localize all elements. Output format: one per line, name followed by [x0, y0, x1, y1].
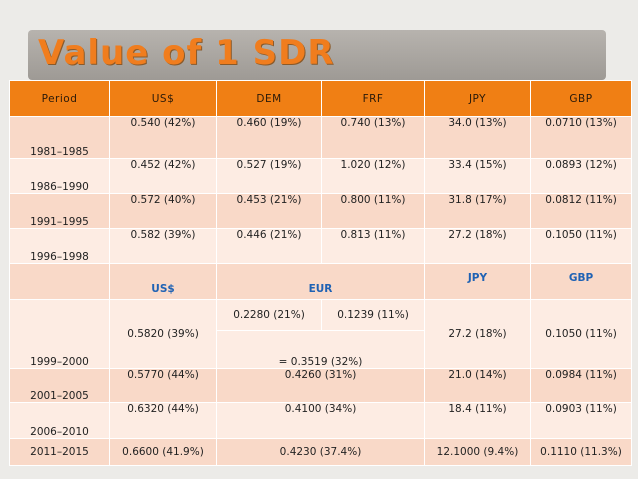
gbp-cell: 0.0812 (11%): [530, 193, 632, 229]
frf-cell: 0.813 (11%): [321, 228, 425, 264]
period-cell: 1991–1995: [9, 193, 110, 229]
usd-cell: 0.572 (40%): [109, 193, 217, 229]
frf-cell: 1.020 (12%): [321, 158, 425, 194]
dem-cell: 0.460 (19%): [216, 116, 322, 159]
eur-cell: 0.4230 (37.4%): [216, 438, 425, 466]
header-frf: FRF: [321, 80, 425, 117]
period-cell: 2001–2005: [9, 368, 110, 403]
subheader-gbp: GBP: [530, 263, 632, 300]
table-row: 1996–1998 0.582 (39%) 0.446 (21%) 0.813 …: [9, 228, 632, 264]
jpy-cell: 27.2 (18%): [424, 299, 531, 369]
table-row: 2006–2010 0.6320 (44%) 0.4100 (34%) 18.4…: [9, 402, 632, 439]
header-period: Period: [9, 80, 110, 117]
period-cell: 1999–2000: [9, 299, 110, 369]
eur-dem-cell: 0.2280 (21%): [216, 299, 322, 331]
subheader-eur: EUR: [216, 263, 425, 300]
usd-cell: 0.5820 (39%): [109, 299, 217, 369]
sdr-table: Period US$ DEM FRF JPY GBP 1981–1985 0.5…: [9, 80, 632, 466]
jpy-cell: 18.4 (11%): [424, 402, 531, 439]
period-cell: 2011–2015: [9, 438, 110, 466]
jpy-cell: 31.8 (17%): [424, 193, 531, 229]
period-cell: 1981–1985: [9, 116, 110, 159]
period-cell: 2006–2010: [9, 402, 110, 439]
table-header-row: Period US$ DEM FRF JPY GBP: [9, 80, 632, 117]
gbp-cell: 0.0710 (13%): [530, 116, 632, 159]
header-dem: DEM: [216, 80, 322, 117]
eur-total-cell: = 0.3519 (32%): [216, 330, 425, 369]
frf-cell: 0.800 (11%): [321, 193, 425, 229]
usd-cell: 0.540 (42%): [109, 116, 217, 159]
subheader-row: US$ EUR JPY GBP: [9, 263, 632, 300]
table-row: 1986–1990 0.452 (42%) 0.527 (19%) 1.020 …: [9, 158, 632, 194]
eur-frf-cell: 0.1239 (11%): [321, 299, 425, 331]
subheader-usd: US$: [109, 263, 217, 300]
dem-cell: 0.453 (21%): [216, 193, 322, 229]
jpy-cell: 12.1000 (9.4%): [424, 438, 531, 466]
table-row: 1999–2000 0.5820 (39%) 0.2280 (21%) 0.12…: [9, 299, 632, 369]
dem-cell: 0.527 (19%): [216, 158, 322, 194]
jpy-cell: 21.0 (14%): [424, 368, 531, 403]
period-cell: 1986–1990: [9, 158, 110, 194]
gbp-cell: 0.0984 (11%): [530, 368, 632, 403]
dem-cell: 0.446 (21%): [216, 228, 322, 264]
table-row: 2011–2015 0.6600 (41.9%) 0.4230 (37.4%) …: [9, 438, 632, 466]
jpy-cell: 34.0 (13%): [424, 116, 531, 159]
header-usd: US$: [109, 80, 217, 117]
usd-cell: 0.6600 (41.9%): [109, 438, 217, 466]
gbp-cell: 0.0903 (11%): [530, 402, 632, 439]
frf-cell: 0.740 (13%): [321, 116, 425, 159]
usd-cell: 0.5770 (44%): [109, 368, 217, 403]
period-cell: 1996–1998: [9, 228, 110, 264]
gbp-cell: 0.1110 (11.3%): [530, 438, 632, 466]
subheader-jpy: JPY: [424, 263, 531, 300]
table-row: 1981–1985 0.540 (42%) 0.460 (19%) 0.740 …: [9, 116, 632, 159]
gbp-cell: 0.1050 (11%): [530, 299, 632, 369]
usd-cell: 0.452 (42%): [109, 158, 217, 194]
header-gbp: GBP: [530, 80, 632, 117]
jpy-cell: 33.4 (15%): [424, 158, 531, 194]
jpy-cell: 27.2 (18%): [424, 228, 531, 264]
usd-cell: 0.6320 (44%): [109, 402, 217, 439]
title-bar: [28, 30, 606, 80]
usd-cell: 0.582 (39%): [109, 228, 217, 264]
eur-cell: 0.4100 (34%): [216, 402, 425, 439]
header-jpy: JPY: [424, 80, 531, 117]
table-row: = 0.3519 (32%): [10, 330, 632, 369]
table-row: 1991–1995 0.572 (40%) 0.453 (21%) 0.800 …: [9, 193, 632, 229]
gbp-cell: 0.1050 (11%): [530, 228, 632, 264]
table-row: 2001–2005 0.5770 (44%) 0.4260 (31%) 21.0…: [9, 368, 632, 403]
gbp-cell: 0.0893 (12%): [530, 158, 632, 194]
subheader-period-empty: [9, 263, 110, 300]
eur-cell: 0.4260 (31%): [216, 368, 425, 403]
slide-title: Value of 1 SDR: [38, 33, 335, 73]
